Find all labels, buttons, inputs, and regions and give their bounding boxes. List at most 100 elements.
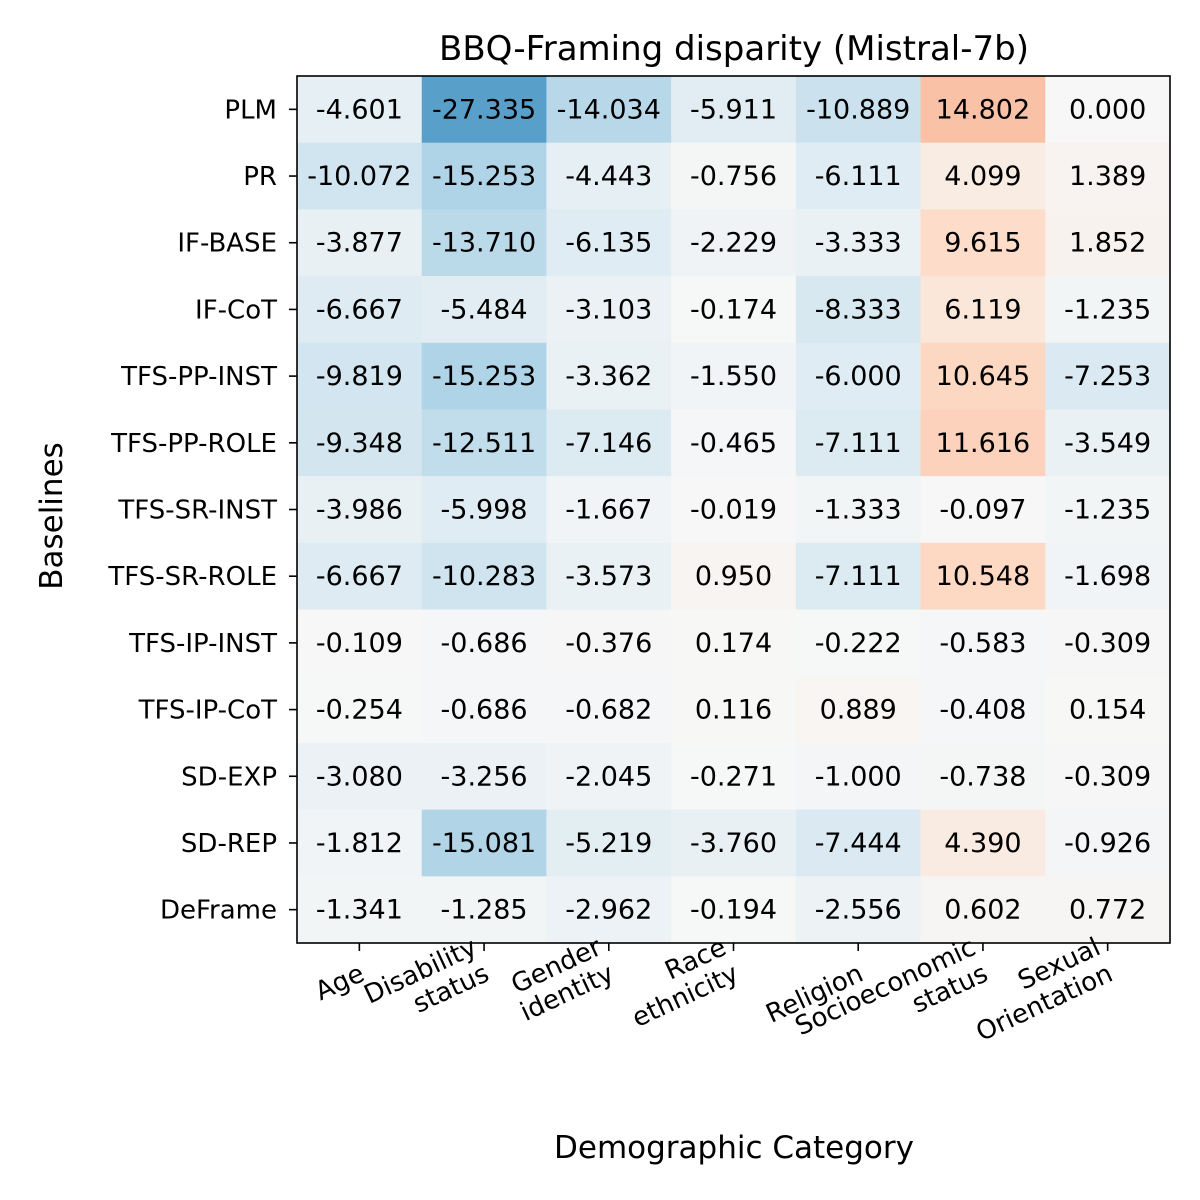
cell-value-label: -0.682 <box>565 695 652 726</box>
cell-value-label: -10.889 <box>806 94 910 125</box>
heatmap-cell <box>795 342 922 411</box>
cell-value-label: -3.573 <box>565 561 652 592</box>
cell-value-label: -14.034 <box>557 94 661 125</box>
heatmap-cell <box>297 476 423 544</box>
heatmap-cell <box>795 676 922 744</box>
cell-value-label: -1.698 <box>1064 561 1151 592</box>
cell-value-label: -1.667 <box>565 495 652 526</box>
cell-value-label: -1.235 <box>1064 294 1151 325</box>
heatmap-cell <box>546 209 672 277</box>
cell-value-label: 1.389 <box>1069 161 1146 192</box>
heatmap-cell <box>671 742 797 811</box>
y-tick-label: IF-CoT <box>195 295 277 325</box>
heatmap-cell <box>671 609 797 677</box>
chart-title: BBQ-Framing disparity (Mistral-7b) <box>439 29 1029 69</box>
cell-value-label: 11.616 <box>936 428 1030 459</box>
cell-value-label: -3.549 <box>1064 428 1151 459</box>
cell-value-label: -0.271 <box>690 761 777 792</box>
heatmap-cell-labels: -4.601 -27.335 -14.034 -5.911 -10.889 14.802 0… <box>307 94 1151 925</box>
cell-value-label: 0.174 <box>695 628 772 659</box>
heatmap-cell <box>1045 409 1171 477</box>
cell-value-label: -7.253 <box>1064 361 1151 392</box>
cell-value-label: -0.376 <box>565 628 652 659</box>
cell-value-label: -15.253 <box>432 161 536 192</box>
heatmap-cell <box>546 142 672 210</box>
heatmap-cell <box>297 342 423 411</box>
heatmap-cell <box>1045 276 1171 344</box>
heatmap-cell <box>795 742 922 811</box>
y-tick-label: TFS-PP-INST <box>120 362 277 392</box>
heatmap-cell <box>421 542 548 611</box>
heatmap-cell <box>1045 676 1171 744</box>
cell-value-label: -8.333 <box>815 294 902 325</box>
cell-value-label: -0.408 <box>939 695 1026 726</box>
heatmap-cell <box>795 542 922 611</box>
heatmap-cell <box>920 809 1046 877</box>
heatmap-cell <box>920 409 1046 477</box>
cell-value-label: 9.615 <box>944 228 1021 259</box>
cell-value-label: -2.045 <box>565 761 652 792</box>
heatmap-cell <box>546 476 672 544</box>
heatmap-cell <box>795 609 922 677</box>
heatmap-cell <box>421 76 548 144</box>
cell-value-label: -9.348 <box>316 428 403 459</box>
cell-value-label: -0.097 <box>939 495 1026 526</box>
y-axis-ticks: PLM PR IF-BASE IF-CoT TFS-PP-INST TFS-PP-ROLE… <box>107 95 297 926</box>
cell-value-label: 0.772 <box>1069 895 1146 926</box>
heatmap-cell <box>297 276 423 344</box>
heatmap-cell <box>546 76 672 144</box>
y-tick-label: TFS-SR-ROLE <box>107 562 277 592</box>
cell-value-label: -7.111 <box>815 561 902 592</box>
cell-value-label: 0.000 <box>1069 94 1146 125</box>
heatmap-cell <box>671 409 797 477</box>
cell-value-label: -13.710 <box>432 228 536 259</box>
heatmap-cell <box>421 276 548 344</box>
cell-value-label: -1.000 <box>815 761 902 792</box>
heatmap-cell <box>920 676 1046 744</box>
cell-value-label: -0.222 <box>815 628 902 659</box>
cell-value-label: -6.135 <box>565 228 652 259</box>
heatmap-cell <box>421 209 548 277</box>
heatmap-cell <box>671 809 797 877</box>
cell-value-label: 1.852 <box>1069 228 1146 259</box>
cell-value-label: 0.950 <box>695 561 772 592</box>
cell-value-label: -0.309 <box>1064 628 1151 659</box>
y-axis-label: Baselines <box>34 442 70 590</box>
heatmap-cell <box>546 742 672 811</box>
cell-value-label: -0.194 <box>690 895 777 926</box>
heatmap-cell <box>795 409 922 477</box>
heatmap-cell <box>297 676 423 744</box>
heatmap-cell <box>421 742 548 811</box>
cell-value-label: 4.390 <box>944 828 1021 859</box>
cell-value-label: -0.583 <box>939 628 1026 659</box>
cell-value-label: -1.341 <box>316 895 403 926</box>
cell-value-label: -3.362 <box>565 361 652 392</box>
heatmap-cell <box>1045 209 1171 277</box>
cell-value-label: -7.146 <box>565 428 652 459</box>
y-tick-label: PR <box>243 162 277 192</box>
heatmap-cell <box>297 209 423 277</box>
cell-value-label: -6.667 <box>316 561 403 592</box>
y-tick-label: TFS-PP-ROLE <box>110 429 277 459</box>
cell-value-label: -0.686 <box>441 628 528 659</box>
cell-value-label: -27.335 <box>432 94 536 125</box>
heatmap-cell <box>1045 342 1171 411</box>
heatmap-cell <box>920 876 1046 944</box>
heatmap-cell <box>795 809 922 877</box>
cell-value-label: -1.550 <box>690 361 777 392</box>
heatmap-cell <box>297 809 423 877</box>
heatmap-cell <box>297 409 423 477</box>
y-tick-label: TFS-IP-CoT <box>138 696 277 726</box>
heatmap-cell <box>1045 609 1171 677</box>
cell-value-label: -0.756 <box>690 161 777 192</box>
y-tick-label: TFS-IP-INST <box>128 629 277 659</box>
cell-value-label: 0.889 <box>820 695 897 726</box>
heatmap-cell <box>297 742 423 811</box>
cell-value-label: -3.256 <box>441 761 528 792</box>
y-tick-label: DeFrame <box>160 896 277 926</box>
x-tick-label: Genderidentity <box>504 932 619 1028</box>
y-tick-label: TFS-SR-INST <box>117 496 277 526</box>
heatmap-cell <box>297 142 423 210</box>
heatmap-cell <box>421 809 548 877</box>
